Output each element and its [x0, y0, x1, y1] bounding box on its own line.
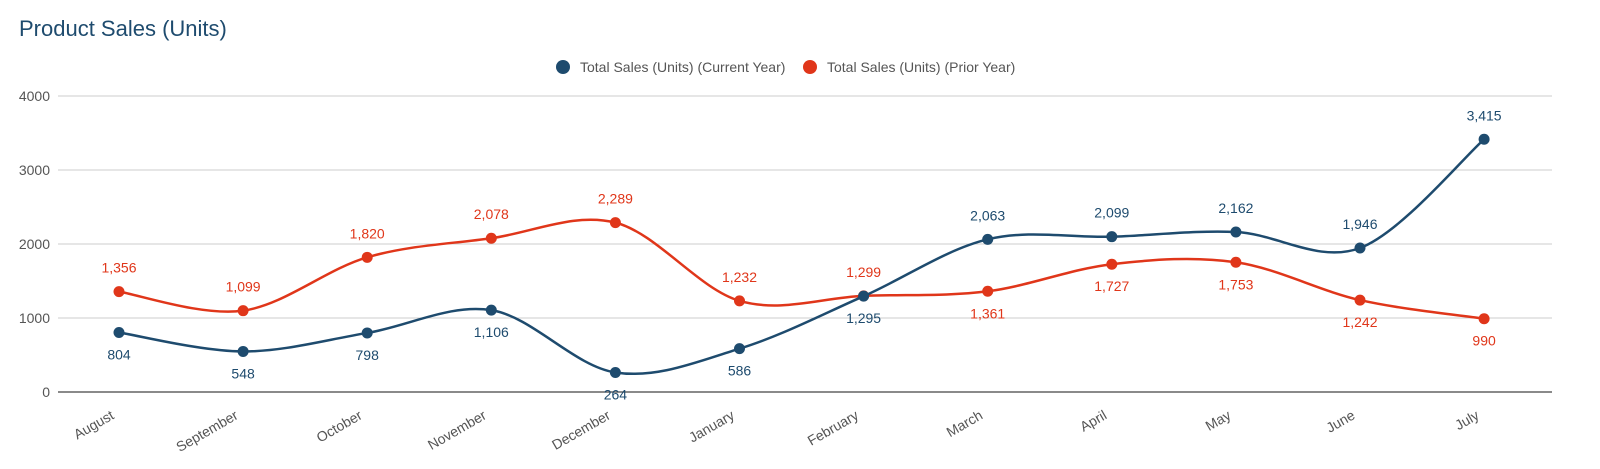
- current-year-point: [858, 290, 870, 302]
- x-tick-label: November: [425, 407, 489, 453]
- prior-year-data-label: 990: [1472, 333, 1496, 349]
- current-year-data-label: 798: [356, 347, 380, 363]
- prior-year-data-label: 1,753: [1218, 276, 1253, 292]
- prior-year-point: [734, 295, 745, 307]
- current-year-point: [361, 327, 373, 339]
- prior-year-point: [1354, 294, 1366, 306]
- prior-year-point: [237, 305, 249, 317]
- current-year-point: [1106, 231, 1118, 243]
- x-tick-label: August: [71, 407, 117, 443]
- current-year-data-label: 804: [107, 347, 131, 363]
- x-tick-label: September: [173, 407, 241, 455]
- x-tick-label: December: [549, 407, 613, 453]
- x-tick-label: April: [1077, 407, 1109, 435]
- x-tick-label: July: [1452, 407, 1482, 433]
- prior-year-data-label: 1,361: [970, 305, 1005, 321]
- prior-year-data-label: 2,289: [598, 191, 633, 207]
- current-year-data-label: 548: [231, 365, 255, 381]
- prior-year-point: [1230, 256, 1242, 268]
- prior-year-point: [982, 285, 994, 297]
- x-tick-label: March: [944, 407, 986, 440]
- y-tick-label: 0: [42, 384, 50, 400]
- current-year-data-label: 586: [728, 363, 752, 379]
- chart-title: Product Sales (Units): [19, 16, 227, 41]
- current-year-data-label: 2,063: [970, 207, 1005, 223]
- prior-year-point: [361, 251, 373, 263]
- prior-year-point: [1478, 313, 1490, 325]
- y-tick-label: 4000: [19, 88, 50, 104]
- current-year-data-label: 1,946: [1342, 216, 1377, 232]
- prior-year-data-label: 1,727: [1094, 278, 1129, 294]
- current-year-point: [734, 343, 745, 355]
- current-year-data-label: 2,162: [1218, 200, 1253, 216]
- prior-year-data-label: 1,242: [1342, 314, 1377, 330]
- y-tick-label: 2000: [19, 236, 50, 252]
- prior-year-point: [1106, 258, 1118, 270]
- current-year-data-label: 3,415: [1467, 107, 1502, 123]
- current-year-data-label: 2,099: [1094, 205, 1129, 221]
- current-year-point: [982, 233, 994, 245]
- prior-year-data-label: 1,232: [722, 269, 757, 285]
- legend-marker: [556, 60, 570, 74]
- prior-year-data-label: 1,299: [846, 264, 881, 280]
- x-tick-label: February: [805, 407, 862, 449]
- current-year-point: [485, 304, 497, 316]
- current-year-line: [118, 138, 1485, 376]
- current-year-data-label: 264: [604, 386, 628, 402]
- y-tick-label: 3000: [19, 162, 50, 178]
- legend-item-current-year: Total Sales (Units) (Current Year): [580, 59, 785, 75]
- x-tick-label: June: [1323, 407, 1357, 436]
- prior-year-data-label: 1,099: [226, 279, 261, 295]
- prior-year-point: [485, 232, 497, 244]
- current-year-point: [1230, 226, 1242, 238]
- x-tick-label: May: [1202, 407, 1233, 434]
- current-year-data-label: 1,295: [846, 310, 881, 326]
- x-tick-label: October: [314, 407, 365, 446]
- prior-year-data-label: 2,078: [474, 206, 509, 222]
- current-year-point: [609, 366, 621, 378]
- prior-year-data-label: 1,356: [101, 260, 136, 276]
- current-year-point: [1478, 133, 1490, 145]
- x-tick-label: January: [686, 407, 737, 446]
- current-year-point: [113, 327, 125, 339]
- prior-year-data-label: 1,820: [350, 225, 385, 241]
- prior-year-line: [118, 218, 1485, 320]
- legend-marker: [803, 60, 817, 74]
- legend-item-prior-year: Total Sales (Units) (Prior Year): [827, 59, 1015, 75]
- current-year-point: [1354, 242, 1366, 254]
- current-year-point: [237, 345, 249, 357]
- current-year-data-label: 1,106: [474, 324, 509, 340]
- prior-year-point: [113, 286, 125, 298]
- prior-year-point: [609, 217, 621, 229]
- y-tick-label: 1000: [19, 310, 50, 326]
